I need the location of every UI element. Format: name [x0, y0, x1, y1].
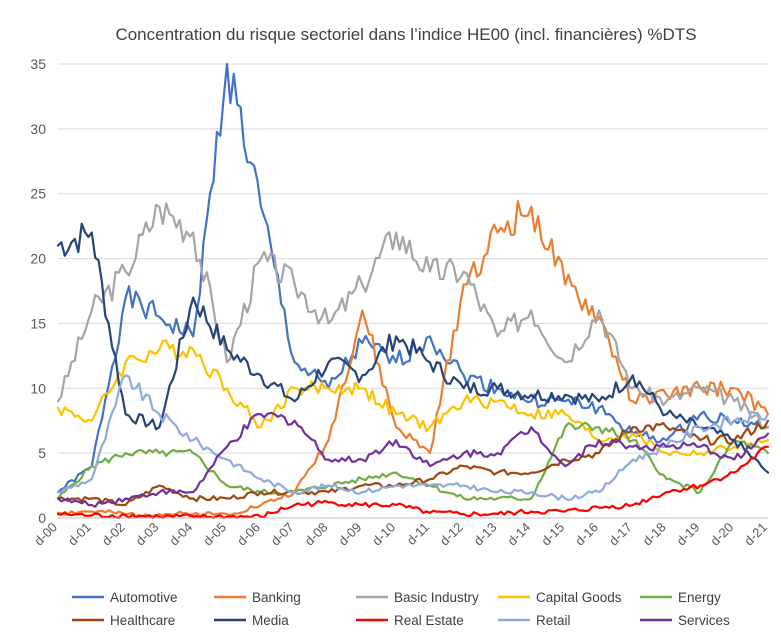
legend-label-automotive: Automotive — [110, 590, 178, 605]
legend-label-basic-industry: Basic Industry — [394, 590, 479, 605]
chart-title: Concentration du risque sectoriel dans l… — [115, 25, 696, 44]
x-tick-label: d-01 — [65, 520, 94, 549]
x-tick-label: d-18 — [640, 520, 669, 549]
x-tick-label: d-07 — [268, 520, 297, 549]
legend-label-capital-goods: Capital Goods — [536, 590, 622, 605]
y-axis-ticks: 0 5 10 15 20 25 30 35 — [30, 56, 46, 526]
y-tick-label: 25 — [30, 186, 46, 202]
y-tick-label: 15 — [30, 315, 46, 331]
x-tick-label: d-00 — [31, 520, 60, 549]
y-tick-label: 30 — [30, 121, 46, 137]
x-tick-label: d-12 — [437, 520, 466, 549]
y-tick-label: 20 — [30, 251, 46, 267]
x-tick-label: d-21 — [741, 520, 770, 549]
series-line-media — [56, 222, 770, 474]
series-line-automotive — [56, 62, 770, 494]
series-line-services — [56, 411, 770, 508]
x-tick-label: d-03 — [133, 520, 162, 549]
x-tick-label: d-15 — [538, 520, 567, 549]
series-line-real-estate — [56, 445, 770, 520]
series-line-banking — [56, 200, 770, 518]
x-tick-label: d-19 — [673, 520, 702, 549]
x-tick-label: d-11 — [404, 520, 432, 548]
series-line-basic-industry — [56, 202, 770, 430]
legend-label-services: Services — [678, 613, 730, 628]
x-tick-label: d-10 — [369, 520, 398, 549]
x-tick-label: d-16 — [572, 520, 601, 549]
x-tick-label: d-06 — [234, 520, 263, 549]
legend: Automotive Banking Basic Industry Capital G… — [72, 590, 730, 628]
legend-label-retail: Retail — [536, 613, 571, 628]
legend-label-media: Media — [252, 613, 289, 628]
legend-label-real-estate: Real Estate — [394, 613, 464, 628]
legend-label-energy: Energy — [678, 590, 721, 605]
y-tick-label: 5 — [38, 445, 46, 461]
x-tick-label: d-05 — [200, 520, 229, 549]
x-tick-label: d-08 — [302, 520, 331, 549]
x-tick-label: d-04 — [166, 520, 195, 549]
legend-label-banking: Banking — [252, 590, 301, 605]
series-lines — [56, 62, 770, 520]
legend-label-healthcare: Healthcare — [110, 613, 175, 628]
series-line-energy — [56, 421, 770, 501]
x-tick-label: d-02 — [99, 520, 128, 549]
x-axis-ticks: d-00 d-01 d-02 d-03 d-04 d-05 d-06 d-07 d-08 d-09… — [31, 520, 770, 549]
x-tick-label: d-17 — [606, 520, 635, 549]
x-tick-label: d-13 — [471, 520, 500, 549]
y-tick-label: 0 — [38, 510, 46, 526]
y-tick-label: 10 — [30, 380, 46, 396]
x-tick-label: d-09 — [335, 520, 364, 549]
series-line-retail — [56, 374, 770, 502]
y-tick-label: 35 — [30, 56, 46, 72]
x-tick-label: d-14 — [504, 520, 533, 549]
x-tick-label: d-20 — [707, 520, 736, 549]
